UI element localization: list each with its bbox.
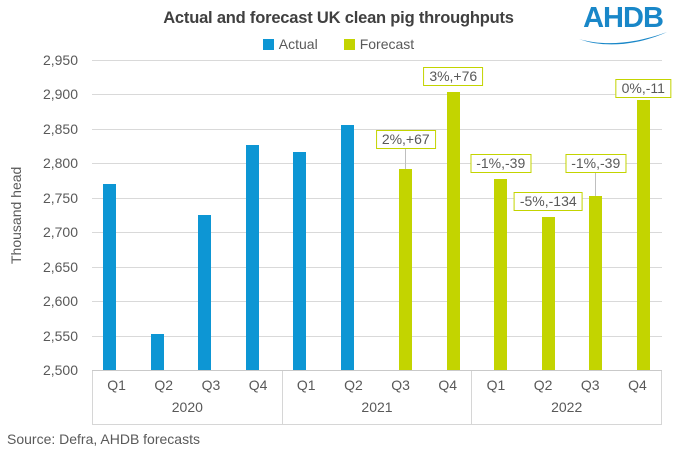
bar-annotation: 2%,+67 [375,129,436,149]
legend-label: Forecast [359,36,415,52]
y-tick-label: 2,750 [42,189,78,206]
bar-2020-q4 [245,144,259,370]
bar-2021-q2 [340,124,354,370]
gridline [92,163,662,165]
y-tick-label: 2,550 [42,327,78,344]
gridline [92,128,662,130]
legend: Actual Forecast [0,36,677,52]
year-label-2021: 2021 [361,399,393,415]
bar-annotation: -1%,-39 [565,154,627,174]
bar-2022-q4 [636,99,650,370]
bar-2021-q3 [399,168,413,370]
gridline [92,232,662,234]
plot-area: 2%,+67 3%,+76 -1%,-39 -5%,-134 -1%,-39 0%,-11 [92,60,671,370]
bar-2022-q3 [589,196,603,370]
x-tick-label-2022-q1: Q1 [486,377,506,393]
y-tick-label: 2,650 [42,258,78,275]
quarter-row: Q1 Q2 Q3 Q4 [283,371,472,399]
y-tick-label: 2,500 [42,362,78,378]
bar-annotation: -1%,-39 [470,153,532,173]
y-tick-label: 2,850 [42,120,78,137]
year-group-2022: Q1 Q2 Q3 Q4 2022 [471,371,663,424]
bar-2020-q3 [198,215,212,370]
legend-swatch-actual-icon [262,38,274,50]
bar-annotation: 0%,-11 [615,78,671,98]
year-group-2021: Q1 Q2 Q3 Q4 2021 [281,371,472,424]
x-tick-label-2021-q3: Q3 [391,377,410,393]
year-group-2020: Q1 Q2 Q3 Q4 2020 [92,371,282,424]
annotation-leader-line [595,173,597,197]
bar-2021-q4 [446,92,460,370]
bar-2020-q2 [150,334,164,370]
legend-item-actual: Actual [262,36,318,52]
x-tick-label-2022-q4: Q4 [628,377,647,393]
gridline [92,266,662,268]
year-label-2022: 2022 [551,399,583,415]
legend-swatch-forecast-icon [343,38,355,50]
gridline [92,60,662,61]
x-tick-label-2021-q4: Q4 [438,377,458,393]
legend-label: Actual [278,36,318,52]
source-note: Source: Defra, AHDB forecasts [7,431,200,447]
bar-2022-q1 [494,178,508,370]
chart-title: Actual and forecast UK clean pig through… [163,9,514,27]
x-tick-label-2021-q2: Q2 [344,377,363,393]
year-label-2020: 2020 [171,399,203,415]
x-tick-label-2020-q3: Q3 [201,377,221,393]
x-tick-label-2020-q4: Q4 [248,377,268,393]
x-tick-label-2021-q1: Q1 [296,377,316,393]
x-tick-label-2020-q1: Q1 [107,377,126,393]
x-tick-label-2022-q2: Q2 [533,377,553,393]
ahdb-logo-wave-icon [579,32,667,45]
bar-2020-q1 [103,184,117,370]
gridline [92,335,662,337]
bar-2021-q1 [293,151,307,370]
bar-annotation: -5%,-134 [513,192,583,212]
quarter-row: Q1 Q2 Q3 Q4 [472,371,661,399]
gridline [92,197,662,199]
ahdb-logo: AHDB [577,4,669,47]
bar-2022-q2 [541,217,555,370]
y-tick-label: 2,950 [42,52,78,68]
y-tick-label: 2,600 [42,293,78,310]
ahdb-logo-text: AHDB [583,2,664,34]
gridline [92,94,662,96]
annotation-leader-line [405,148,407,169]
gridline [92,301,662,303]
y-tick-label: 2,900 [42,86,78,103]
x-tick-label-2020-q2: Q2 [154,377,174,393]
bar-annotation: 3%,+76 [423,67,484,87]
x-tick-label-2022-q3: Q3 [580,377,600,393]
quarter-row: Q1 Q2 Q3 Q4 [93,371,282,399]
x-axis: Q1 Q2 Q3 Q4 2020 Q1 Q2 Q3 Q4 2021 Q1 Q2 Q3 Q4 2022 [92,370,663,425]
y-tick-label: 2,800 [42,155,78,172]
legend-item-forecast: Forecast [343,36,415,52]
y-axis-title: Thousand head [8,166,24,264]
y-tick-label: 2,700 [42,224,78,241]
